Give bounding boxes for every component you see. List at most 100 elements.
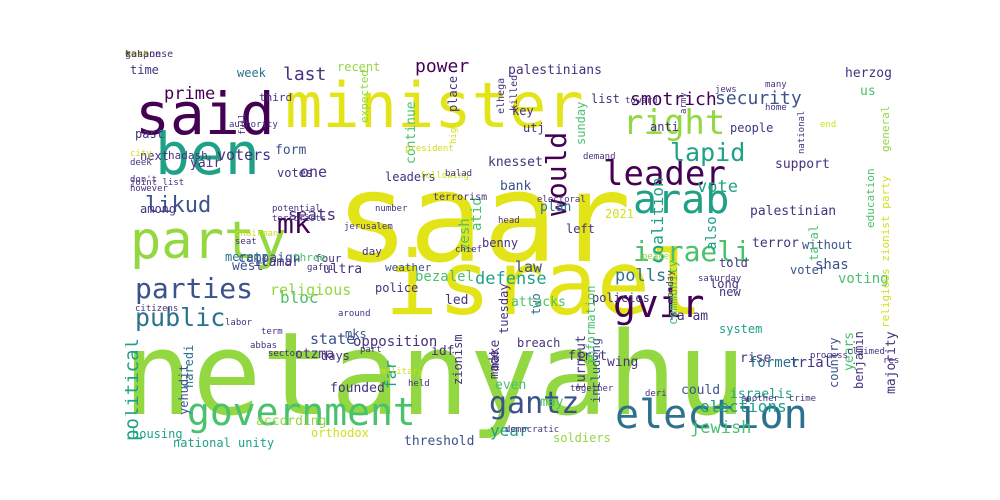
cloud-word: together bbox=[570, 384, 614, 394]
cloud-word: us bbox=[860, 84, 876, 99]
cloud-word: another bbox=[741, 394, 779, 404]
cloud-word: go bbox=[125, 50, 138, 60]
cloud-word: abbas bbox=[250, 341, 278, 351]
cloud-word: following bbox=[420, 171, 469, 181]
cloud-word: work bbox=[125, 50, 150, 60]
cloud-word: one bbox=[300, 163, 328, 181]
cloud-word: idf bbox=[431, 344, 455, 359]
cloud-word: party bbox=[130, 211, 287, 271]
cloud-word: parties bbox=[135, 272, 254, 305]
cloud-word: key bbox=[512, 104, 534, 118]
cloud-word: around bbox=[338, 309, 371, 319]
cloud-word: toward bbox=[625, 96, 658, 106]
cloud-word: power bbox=[415, 56, 470, 77]
cloud-word: terror bbox=[752, 236, 799, 251]
cloud-word: army bbox=[679, 91, 689, 114]
cloud-word: west bbox=[232, 259, 264, 274]
cloud-word: shas bbox=[815, 257, 849, 273]
cloud-word: kahane bbox=[125, 50, 162, 60]
cloud-word: could bbox=[681, 383, 721, 398]
cloud-word: may bbox=[540, 395, 564, 410]
cloud-word: claimed bbox=[847, 347, 885, 357]
cloud-word: anti bbox=[650, 120, 679, 134]
cloud-word: long bbox=[710, 277, 739, 291]
cloud-word: leader bbox=[603, 154, 726, 194]
cloud-word: terrorists bbox=[272, 214, 327, 224]
cloud-word: according bbox=[256, 414, 327, 429]
cloud-word: information bbox=[584, 285, 598, 366]
cloud-word: voter bbox=[790, 263, 827, 277]
cloud-word: leaders bbox=[385, 170, 436, 184]
cloud-word: hadash bbox=[168, 149, 208, 162]
cloud-word: wing bbox=[607, 355, 639, 370]
cloud-word: haredi bbox=[182, 344, 196, 389]
cloud-word: support bbox=[775, 157, 830, 172]
cloud-word: gvir bbox=[613, 282, 705, 326]
cloud-word: policies bbox=[592, 291, 650, 305]
cloud-word: soldiers bbox=[553, 431, 611, 445]
cloud-word: defense bbox=[475, 269, 547, 289]
cloud-word: high bbox=[449, 121, 459, 144]
cloud-word: results bbox=[883, 356, 900, 366]
cloud-word: deri bbox=[645, 389, 667, 399]
cloud-word: right bbox=[623, 103, 726, 143]
cloud-word: said bbox=[135, 80, 275, 148]
cloud-word: next bbox=[140, 149, 169, 163]
cloud-word: chairman bbox=[235, 229, 279, 239]
cloud-word: response bbox=[125, 50, 174, 60]
cloud-word: terrorism bbox=[433, 192, 488, 203]
cloud-word: plan bbox=[540, 200, 572, 215]
cloud-word: time bbox=[130, 63, 159, 77]
cloud-word: even bbox=[495, 378, 527, 393]
cloud-word: day bbox=[362, 245, 382, 258]
cloud-word: arab bbox=[633, 177, 730, 223]
word-cloud: saar netanyahu minister israel said party ben g… bbox=[125, 50, 900, 450]
cloud-word: smotrich bbox=[630, 89, 717, 110]
cloud-word: military bbox=[380, 367, 424, 377]
cloud-word: citizens bbox=[135, 304, 179, 314]
cloud-word: joint list bbox=[130, 178, 185, 188]
cloud-word: elhega bbox=[496, 77, 507, 114]
cloud-word: authority bbox=[229, 120, 278, 130]
cloud-word: don't bbox=[130, 175, 158, 185]
cloud-word: new bbox=[719, 285, 741, 299]
cloud-word: balad bbox=[445, 169, 473, 179]
cloud-word: palestinians bbox=[508, 63, 602, 78]
cloud-word: israeli bbox=[633, 235, 752, 268]
cloud-word: weather bbox=[385, 261, 432, 274]
cloud-word: killed bbox=[509, 74, 520, 111]
cloud-word: voters bbox=[217, 146, 272, 164]
cloud-word: security bbox=[715, 88, 802, 109]
cloud-word: former bbox=[749, 355, 800, 371]
cloud-word: sunday bbox=[574, 101, 588, 146]
cloud-word: public bbox=[135, 303, 226, 332]
cloud-word: voting bbox=[838, 271, 889, 287]
cloud-word: mks bbox=[345, 327, 367, 341]
cloud-word: ra'am bbox=[669, 309, 709, 324]
cloud-word: founded bbox=[330, 381, 385, 396]
cloud-word: benny bbox=[482, 236, 519, 250]
cloud-word: gafni bbox=[307, 263, 335, 273]
cloud-word: chief bbox=[455, 245, 483, 255]
cloud-word: political bbox=[125, 337, 143, 441]
cloud-word: electoral bbox=[537, 195, 586, 205]
cloud-word: four bbox=[315, 252, 342, 265]
cloud-word: days bbox=[321, 349, 350, 363]
cloud-word: religious zionist party bbox=[879, 175, 892, 328]
cloud-word: labor bbox=[225, 318, 253, 328]
cloud-word: israelis bbox=[730, 387, 793, 402]
cloud-word: however bbox=[130, 184, 168, 194]
cloud-word: among bbox=[140, 202, 177, 216]
cloud-word: mk bbox=[277, 207, 311, 240]
cloud-word: rise bbox=[740, 351, 772, 366]
cloud-word: seat bbox=[235, 237, 257, 247]
cloud-word: term bbox=[261, 327, 283, 337]
cloud-word: bezalel bbox=[415, 269, 475, 285]
cloud-word: continue bbox=[404, 101, 419, 165]
cloud-word: first bbox=[568, 349, 608, 364]
cloud-word: number bbox=[375, 204, 408, 214]
cloud-word: state bbox=[310, 330, 356, 348]
cloud-word: full bbox=[238, 112, 248, 135]
cloud-word: deek bbox=[130, 158, 152, 168]
cloud-word: likud bbox=[145, 193, 212, 218]
